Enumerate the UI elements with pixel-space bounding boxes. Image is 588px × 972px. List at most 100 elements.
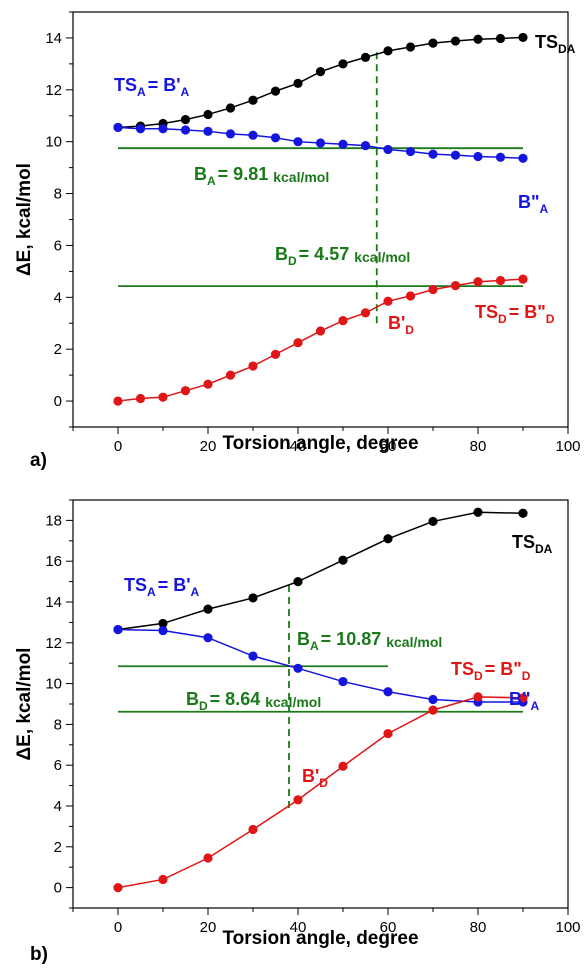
x-tick-label: 0 bbox=[114, 919, 122, 936]
data-point bbox=[181, 115, 190, 124]
data-point bbox=[113, 625, 122, 634]
y-tick-label: 0 bbox=[54, 393, 62, 410]
data-point bbox=[428, 39, 437, 48]
data-point bbox=[428, 285, 437, 294]
annotation-rest: = B' bbox=[158, 575, 191, 595]
annotation-rest: = 10.87 bbox=[321, 629, 387, 649]
annotation-subscript: D bbox=[474, 669, 483, 683]
series-line bbox=[118, 512, 523, 629]
data-point bbox=[203, 605, 212, 614]
annotation-main: TS bbox=[475, 302, 498, 322]
annotation-unit: kcal/mol bbox=[386, 634, 442, 650]
panel-label: a) bbox=[30, 450, 47, 471]
data-point bbox=[406, 42, 415, 51]
data-point bbox=[473, 35, 482, 44]
annotation-rest: = B" bbox=[485, 659, 522, 679]
annotation-unit: kcal/mol bbox=[273, 169, 329, 185]
data-point bbox=[428, 150, 437, 159]
annotation-subscript: D bbox=[199, 699, 208, 713]
annotation-main: TS bbox=[512, 532, 535, 552]
annotation-subscript: A bbox=[531, 699, 540, 713]
x-tick-label: 20 bbox=[200, 919, 217, 936]
data-point bbox=[203, 853, 212, 862]
x-tick-label: 80 bbox=[470, 919, 487, 936]
y-tick-label: 6 bbox=[54, 757, 62, 774]
data-point bbox=[158, 393, 167, 402]
data-point bbox=[226, 371, 235, 380]
data-point bbox=[518, 154, 527, 163]
annotation-subscript-2: A bbox=[180, 85, 189, 99]
data-point bbox=[226, 103, 235, 112]
chart-panel-a: 0 20 40 60 80 100 0 2 4 6 8 10 12 14 Torsion angle, de… bbox=[14, 12, 581, 471]
data-point bbox=[113, 396, 122, 405]
data-point bbox=[496, 34, 505, 43]
y-tick-label: 18 bbox=[45, 512, 62, 529]
data-point bbox=[293, 664, 302, 673]
y-tick-label: 4 bbox=[54, 798, 62, 815]
data-point bbox=[428, 695, 437, 704]
data-point bbox=[406, 291, 415, 300]
annotation-label: TSA = B'A bbox=[114, 75, 189, 99]
y-tick-label: 12 bbox=[45, 82, 62, 99]
data-point bbox=[518, 33, 527, 42]
annotation-main: B" bbox=[518, 192, 540, 212]
annotation-main: B" bbox=[509, 689, 531, 709]
annotation-label: BD = 4.57 kcal/mol bbox=[275, 244, 410, 268]
annotation-unit: kcal/mol bbox=[265, 694, 321, 710]
annotation-subscript-2: D bbox=[522, 669, 531, 683]
data-point bbox=[518, 509, 527, 518]
y-tick-label: 6 bbox=[54, 237, 62, 254]
annotation-subscript-2: D bbox=[546, 312, 555, 326]
data-point bbox=[293, 137, 302, 146]
y-tick-label: 8 bbox=[54, 186, 62, 203]
data-point bbox=[361, 308, 370, 317]
data-point bbox=[496, 276, 505, 285]
x-tick-label: 0 bbox=[114, 438, 122, 455]
annotation-label: TSA = B'A bbox=[124, 575, 199, 599]
series-line bbox=[118, 279, 523, 401]
annotation-main: B' bbox=[302, 766, 319, 786]
y-tick-label: 10 bbox=[45, 134, 62, 151]
annotation-rest: = 8.64 bbox=[210, 689, 266, 709]
data-point bbox=[406, 147, 415, 156]
data-point bbox=[383, 46, 392, 55]
annotation-label: B"A bbox=[518, 192, 549, 216]
annotation-subscript: A bbox=[207, 174, 216, 188]
annotation-main: B bbox=[186, 689, 199, 709]
data-point bbox=[383, 297, 392, 306]
data-point bbox=[136, 394, 145, 403]
annotation-subscript: D bbox=[498, 312, 507, 326]
annotation-main: B bbox=[194, 164, 207, 184]
data-point bbox=[113, 883, 122, 892]
data-point bbox=[203, 127, 212, 136]
panel-label: b) bbox=[30, 944, 48, 965]
data-point bbox=[248, 825, 257, 834]
data-point bbox=[203, 380, 212, 389]
data-point bbox=[158, 626, 167, 635]
data-point bbox=[473, 277, 482, 286]
data-point bbox=[271, 87, 280, 96]
data-point bbox=[496, 153, 505, 162]
data-point bbox=[361, 53, 370, 62]
annotation-subscript: A bbox=[310, 639, 319, 653]
annotation-main: B' bbox=[388, 313, 405, 333]
annotation-rest: = 4.57 bbox=[299, 244, 355, 264]
data-point bbox=[338, 556, 347, 565]
y-tick-label: 10 bbox=[45, 676, 62, 693]
annotation-main: TS bbox=[535, 32, 558, 52]
y-axis-title: ΔE, kcal/mol bbox=[14, 163, 35, 276]
x-tick-label: 100 bbox=[555, 919, 580, 936]
data-point bbox=[293, 79, 302, 88]
y-tick-label: 0 bbox=[54, 880, 62, 897]
data-point bbox=[428, 517, 437, 526]
data-point bbox=[136, 124, 145, 133]
data-point bbox=[338, 316, 347, 325]
data-point bbox=[226, 129, 235, 138]
annotation-subscript: A bbox=[147, 585, 156, 599]
annotation-label: TSD = B"D bbox=[475, 302, 555, 326]
data-point bbox=[293, 795, 302, 804]
data-point bbox=[181, 386, 190, 395]
y-tick-label: 12 bbox=[45, 635, 62, 652]
data-point bbox=[451, 151, 460, 160]
